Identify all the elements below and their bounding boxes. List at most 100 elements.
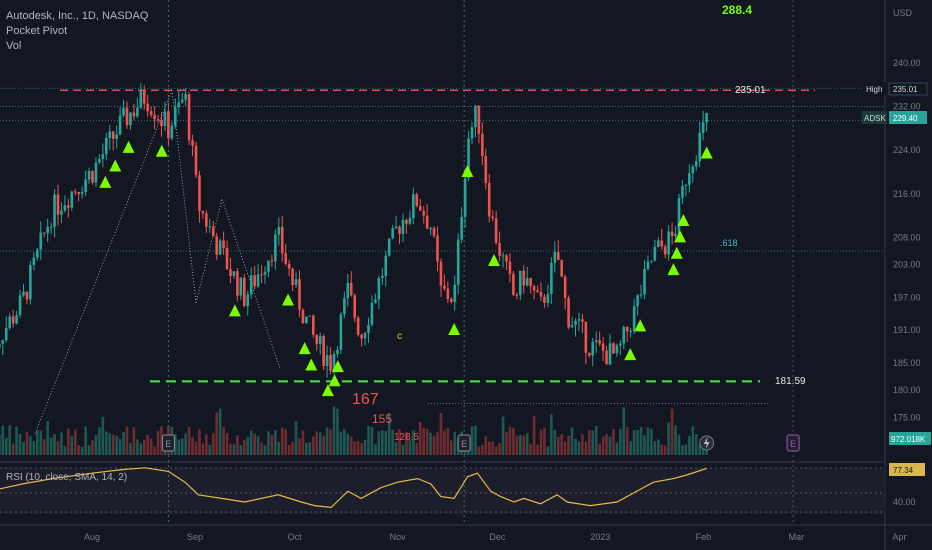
candle <box>229 269 232 276</box>
volume-bar <box>436 431 439 455</box>
candle <box>218 240 222 255</box>
candle <box>194 145 198 176</box>
volume-bar <box>598 443 601 455</box>
volume-bar <box>346 433 350 455</box>
volume-bar <box>49 437 53 455</box>
candle <box>149 111 153 115</box>
candle <box>84 179 87 193</box>
candle <box>570 324 574 328</box>
label-167: 167 <box>352 391 379 408</box>
candle <box>691 166 695 174</box>
pocket-pivot-icon <box>670 246 683 259</box>
volume-bar <box>15 426 18 455</box>
volume-bar <box>270 434 274 455</box>
candle <box>125 107 129 126</box>
volume-bar <box>439 412 443 455</box>
candle <box>280 226 284 254</box>
candle <box>142 90 146 104</box>
candle <box>381 275 384 278</box>
candle <box>160 119 163 127</box>
candle <box>336 349 339 354</box>
candle <box>646 261 650 270</box>
candle <box>18 295 22 316</box>
volume-bar <box>581 434 584 455</box>
candle <box>77 191 80 194</box>
flash-glyph <box>703 437 710 449</box>
candle <box>619 343 622 346</box>
pocket-pivot-icon <box>305 358 318 371</box>
volume-bar <box>267 431 270 455</box>
candle <box>129 112 132 126</box>
price-tick: 216.00 <box>893 189 921 199</box>
pocket-pivot-icon <box>99 175 112 188</box>
volume-bar <box>670 408 674 455</box>
volume-bar <box>32 441 36 455</box>
candle <box>360 334 363 339</box>
candle <box>339 314 343 350</box>
candle <box>536 290 539 293</box>
ticker-label: ADSK <box>864 114 886 123</box>
candle <box>398 226 401 234</box>
candle <box>374 299 377 303</box>
volume-bar <box>194 441 198 455</box>
candle <box>312 315 315 335</box>
volume-bar <box>108 433 112 455</box>
rsi-value: 77.34 <box>893 466 914 475</box>
price-tick: 197.00 <box>893 292 921 302</box>
volume-bar <box>136 439 139 455</box>
volume-bar <box>367 426 370 455</box>
candle <box>253 275 256 287</box>
earnings-icon <box>161 434 175 452</box>
label-1285: 128.5 <box>394 432 419 443</box>
candle <box>322 336 325 367</box>
volume-bar <box>377 431 381 455</box>
time-tick: Nov <box>390 532 407 542</box>
volume-bar <box>315 431 319 455</box>
currency-label: USD <box>893 8 913 18</box>
volume-bar <box>481 444 484 455</box>
volume-bar <box>174 434 177 455</box>
candle <box>256 274 260 287</box>
volume-bar <box>429 432 432 455</box>
volume-bar <box>225 433 229 455</box>
candle <box>601 343 605 351</box>
candle <box>177 102 181 107</box>
candle <box>180 99 184 103</box>
candle <box>191 140 194 146</box>
price-tick: 240.00 <box>893 58 921 68</box>
candle <box>546 293 550 303</box>
candle <box>529 278 532 287</box>
volume-bar <box>691 426 695 455</box>
candle <box>443 285 446 289</box>
candle <box>460 216 463 240</box>
time-tick: Mar <box>789 532 805 542</box>
volume-bar <box>681 445 684 455</box>
candle <box>294 279 298 285</box>
candle <box>132 112 136 117</box>
candle <box>532 286 536 291</box>
volume-bar <box>601 436 605 455</box>
candle <box>356 317 360 335</box>
pocket-pivot-icon <box>228 304 241 317</box>
volume-bar <box>594 425 598 455</box>
pocket-pivot-icon <box>109 159 122 172</box>
volume-bar <box>249 430 253 455</box>
volume-bar <box>360 443 363 455</box>
time-tick: Aug <box>84 532 100 542</box>
rsi-tick: 40.00 <box>893 497 916 507</box>
candle <box>270 260 274 262</box>
volume-bar <box>519 435 522 455</box>
volume-bar <box>308 442 312 455</box>
earnings-icon <box>457 434 471 452</box>
volume-bar <box>94 435 98 455</box>
candle <box>701 122 705 133</box>
volume-bar <box>84 426 87 455</box>
time-tick: Apr <box>892 532 906 542</box>
candle <box>315 334 319 344</box>
volume-bar <box>332 406 336 455</box>
volume-bar <box>543 427 546 455</box>
candle <box>42 232 46 234</box>
volume-bar <box>301 430 305 455</box>
volume-bar <box>560 434 563 455</box>
